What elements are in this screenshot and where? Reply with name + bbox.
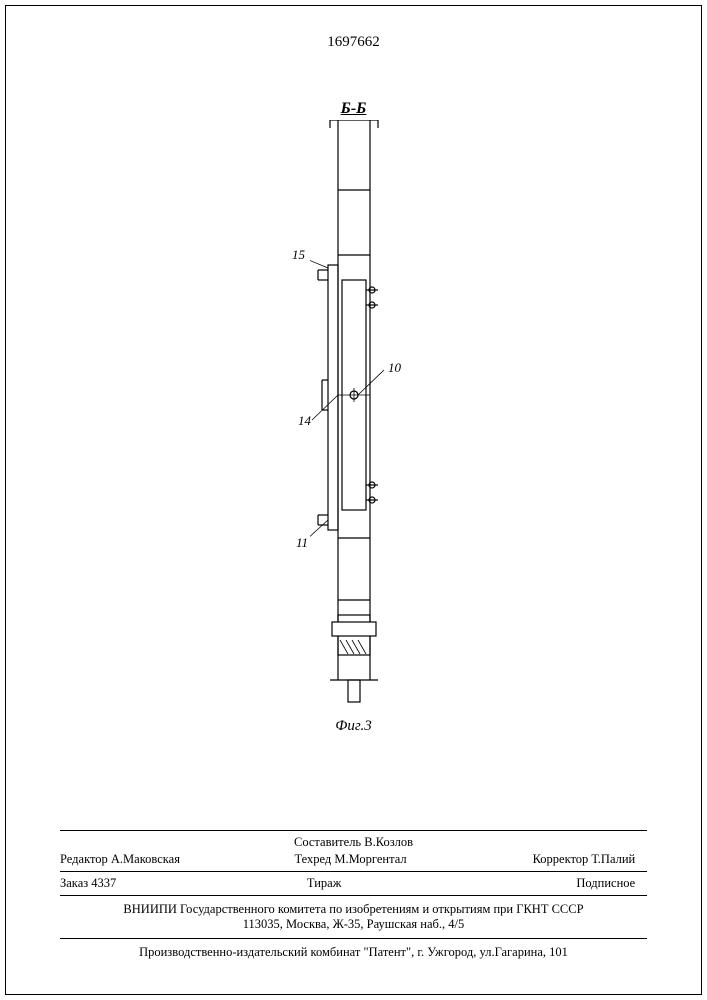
callout-11: 11 [296,535,308,551]
section-label: Б-Б [0,100,707,118]
callout-15: 15 [292,247,305,263]
callout-14: 14 [298,413,311,429]
patent-number: 1697662 [0,34,707,51]
subscription: Подписное [412,876,635,891]
institute-line2: 113035, Москва, Ж-35, Раушская наб., 4/5 [60,917,647,932]
footer-order-row: Заказ 4337ТиражПодписное [60,872,647,896]
compiler: Составитель В.Козлов [294,835,413,850]
footer-block: Составитель В.Козлов Редактор А.Маковска… [60,830,647,960]
techred: Техред М.Моргентал [254,852,448,867]
footer-credits-row1: Составитель В.Козлов Редактор А.Маковска… [60,830,647,872]
footer-publisher: Производственно-издательский комбинат "П… [60,939,647,960]
editor: Редактор А.Маковская [60,852,254,867]
footer-institute: ВНИИПИ Государственного комитета по изоб… [60,896,647,939]
callout-10: 10 [388,360,401,376]
figure-diagram [310,120,400,710]
corrector: Корректор Т.Палий [447,852,635,867]
figure-caption: Фиг.3 [0,718,707,735]
tirazh: Тираж [236,876,412,891]
order-number: Заказ 4337 [60,876,236,891]
institute-line1: ВНИИПИ Государственного комитета по изоб… [60,902,647,917]
